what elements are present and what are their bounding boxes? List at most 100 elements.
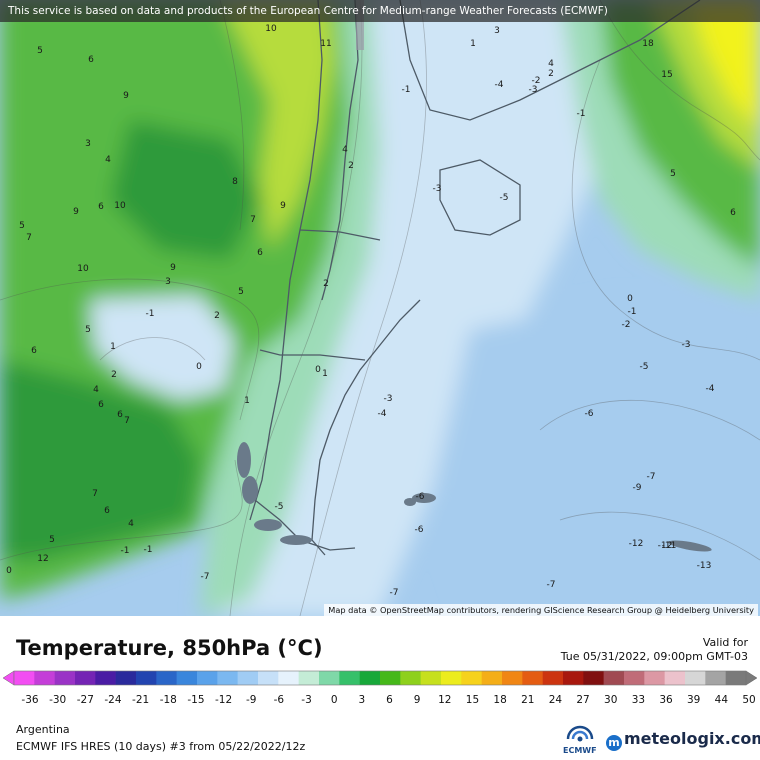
ecmwf-logo-text: ECMWF: [563, 746, 597, 755]
scale-tick-label: -6: [274, 694, 285, 706]
contour-label: -3: [529, 85, 538, 95]
scale-tick-label: -24: [104, 694, 121, 706]
contour-label: 6: [31, 346, 37, 356]
contour-label: 18: [642, 39, 654, 49]
contour-label: -6: [585, 409, 594, 419]
contour-label: 7: [250, 215, 256, 225]
scale-tick-label: -15: [187, 694, 204, 706]
valid-for-label: Valid for: [702, 636, 748, 649]
scale-swatch: [319, 671, 340, 685]
contour-label: -5: [275, 502, 284, 512]
contour-label: -1: [121, 546, 130, 556]
contour-label: 10: [265, 24, 277, 34]
contour-label: -5: [640, 362, 649, 372]
contour-label: -1: [144, 545, 153, 555]
ecmwf-notice: This service is based on data and produc…: [0, 0, 760, 22]
scale-swatch: [685, 671, 706, 685]
contour-label: 2: [111, 370, 117, 380]
scale-swatch: [400, 671, 421, 685]
contour-label: 6: [117, 410, 123, 420]
scale-tick-label: -30: [49, 694, 66, 706]
scale-swatch: [502, 671, 523, 685]
contour-label: 8: [232, 177, 238, 187]
contour-label: 7: [26, 233, 32, 243]
contour-label: -12: [629, 539, 644, 549]
contour-label: -12: [658, 541, 673, 551]
scale-swatch: [237, 671, 259, 685]
scale-swatch: [176, 671, 198, 685]
contour-label: -4: [378, 409, 387, 419]
contour-label: 6: [88, 55, 94, 65]
meteologix-logo[interactable]: m meteologix.com: [606, 729, 760, 751]
color-scale-ticks: -36 -30 -27 -24 -21 -18 -15 -12 -9 -6 -3 0 3 6 9 12 15 18…: [21, 694, 755, 706]
scale-swatch: [258, 671, 279, 685]
scale-swatch: [34, 671, 55, 685]
scale-tick-label: 44: [715, 694, 729, 706]
contour-label: -11: [662, 541, 677, 551]
falkland-islands: [404, 493, 436, 506]
scale-swatch: [583, 671, 604, 685]
contour-label: -2: [622, 320, 631, 330]
contour-label: 6: [730, 208, 736, 218]
contour-label: 10: [77, 264, 89, 274]
contour-label: 3: [165, 277, 171, 287]
scale-swatch: [217, 671, 238, 685]
contour-label: -6: [416, 492, 425, 502]
scale-tick-label: -18: [160, 694, 177, 706]
valid-time: Tue 05/31/2022, 09:00pm GMT-03: [560, 650, 748, 663]
ecmwf-logo-icon[interactable]: [560, 725, 600, 757]
scale-frame: [13, 670, 747, 686]
contour-label: 7: [124, 416, 130, 426]
contour-label: 0: [627, 294, 633, 304]
scale-swatch: [481, 671, 503, 685]
chart-title: Temperature, 850hPa (°C): [16, 636, 323, 660]
contour-label: -7: [647, 472, 656, 482]
contour-label: 6: [98, 202, 104, 212]
contour-label: 3: [85, 139, 91, 149]
scale-tick-label: -12: [215, 694, 232, 706]
scale-tick-label: 21: [521, 694, 534, 706]
scale-swatch: [298, 671, 320, 685]
map-attribution[interactable]: Map data © OpenStreetMap contributors, r…: [324, 604, 758, 616]
contour-label: 10: [114, 201, 126, 211]
contour-label: 4: [93, 385, 99, 395]
scale-swatch: [339, 671, 360, 685]
contour-label: -3: [384, 394, 393, 404]
contour-label: 2: [214, 311, 220, 321]
scale-swatch: [420, 671, 442, 685]
chile-fjords: [237, 442, 312, 545]
contour-label: 1: [244, 396, 250, 406]
scale-swatch: [563, 671, 584, 685]
contour-label: 0: [196, 362, 202, 372]
scale-swatch: [14, 671, 35, 685]
scale-swatch: [522, 671, 543, 685]
contour-label: 6: [104, 506, 110, 516]
contour-label: -1: [402, 85, 411, 95]
contour-label: 5: [19, 221, 25, 231]
brand-name: meteologix.com: [624, 729, 760, 748]
meteologix-icon: m: [606, 735, 622, 751]
color-scale: -36 -30 -27 -24 -21 -18 -15 -12 -9 -6 -3 0 3 6 9 12 15 18…: [2, 670, 758, 706]
contour-label: -4: [706, 384, 715, 394]
scale-tick-label: -3: [301, 694, 311, 706]
model-info: ECMWF IFS HRES (10 days) #3 from 05/22/2…: [16, 740, 306, 753]
temperature-map[interactable]: 10 11 3 1 18 5 6 4 2 -2 15 9 -1 -4 -3 -1 3 4 4 2 5 8 -3 -5 9 6 10 9…: [0, 0, 760, 616]
scale-tick-label: 18: [493, 694, 506, 706]
contour-label: 11: [320, 39, 331, 49]
scale-swatch: [664, 671, 686, 685]
contour-label: 1: [470, 39, 476, 49]
scale-swatch: [278, 671, 299, 685]
scale-swatch: [197, 671, 218, 685]
contour-label: 7: [92, 489, 98, 499]
scale-swatch: [136, 671, 157, 685]
contour-label: 1: [322, 369, 328, 379]
contour-label: 5: [37, 46, 43, 56]
scale-tick-label: 0: [331, 694, 338, 706]
scale-swatch: [115, 671, 137, 685]
contour-label: -1: [577, 109, 586, 119]
contour-label: 4: [342, 145, 348, 155]
scale-swatch: [644, 671, 665, 685]
scale-tick-label: 9: [414, 694, 421, 706]
